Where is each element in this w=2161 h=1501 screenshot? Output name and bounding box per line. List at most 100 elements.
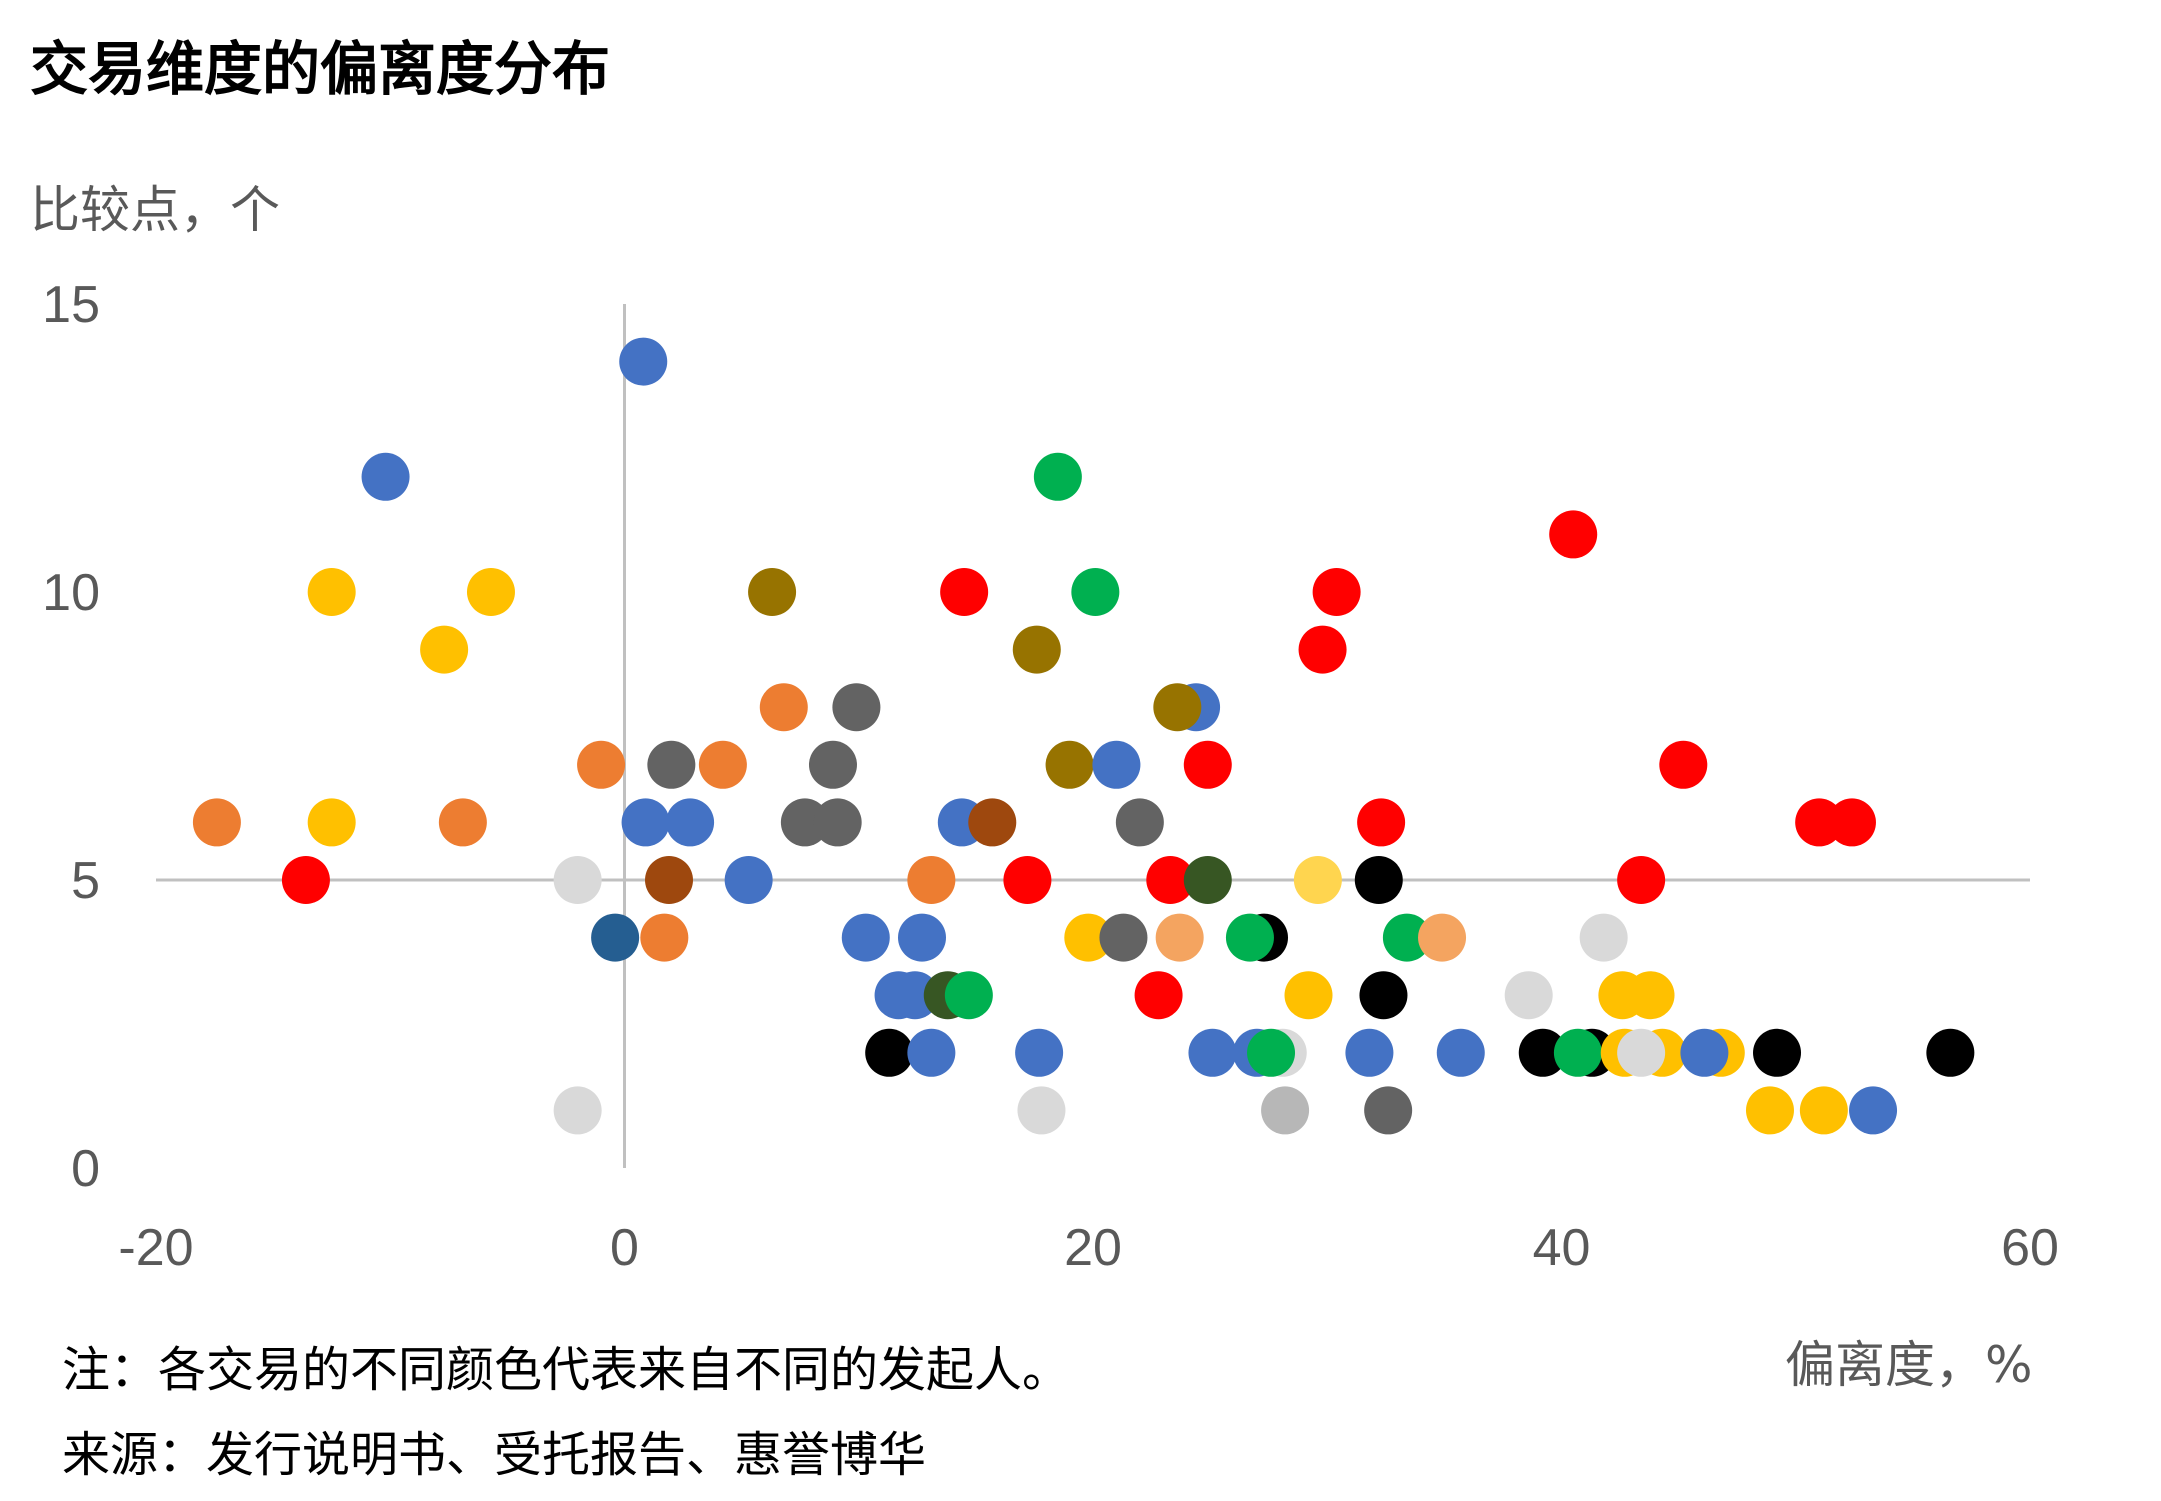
data-point [420,625,469,674]
data-point [907,856,956,904]
y-axis-label: 比较点，个 [30,181,280,239]
data-point [645,856,694,904]
data-point [1680,1028,1729,1077]
data-point [1436,1028,1485,1077]
chart-source: 来源：发行说明书、受托报告、惠誉博华 [62,1427,927,1483]
y-tick-label: 10 [42,564,100,622]
data-point [1382,913,1431,962]
data-point [1183,856,1232,904]
x-tick-label: 40 [1533,1219,1591,1277]
data-point [577,740,626,789]
data-point [1092,740,1141,789]
data-point [438,798,487,847]
data-point [748,568,797,616]
data-point [759,683,808,732]
data-point [1312,568,1361,616]
data-point [808,740,857,789]
data-point [619,337,668,386]
data-point [1799,1086,1848,1135]
x-axis-label: 偏离度，% [1785,1336,2033,1394]
data-point [1617,1028,1666,1077]
data-point [1357,798,1406,847]
data-point [1579,913,1628,962]
data-point [1745,1086,1794,1135]
y-tick-label: 5 [71,852,100,910]
data-point [907,1028,956,1077]
data-point [1153,683,1202,732]
x-tick-label: 20 [1064,1219,1122,1277]
data-point [1345,1028,1394,1077]
data-point [1183,740,1232,789]
data-point [1134,971,1183,1020]
data-point [780,798,829,847]
data-point [944,971,993,1020]
data-point [890,971,939,1020]
data-point [1504,971,1553,1020]
y-tick-label: 0 [71,1140,100,1198]
data-point [897,913,946,962]
data-point [1012,625,1061,674]
data-point [1659,740,1708,789]
data-point [865,1028,914,1077]
data-point [1418,913,1467,962]
data-point [1284,971,1333,1020]
data-point [1753,1028,1802,1077]
data-point [724,856,773,904]
data-point [698,740,747,789]
data-point [466,568,515,616]
data-point [1518,1028,1567,1077]
data-point [1155,913,1204,962]
data-points [192,337,1975,1135]
chart-note: 注：各交易的不同颜色代表来自不同的发起人。 [62,1342,1071,1398]
data-point [841,913,890,962]
data-point [1626,971,1675,1020]
data-point [1364,1086,1413,1135]
data-point [361,452,410,501]
data-point [968,798,1017,847]
data-point [1146,856,1195,904]
data-point [192,798,241,847]
data-point [281,856,330,904]
data-point [1849,1086,1898,1135]
data-point [307,568,356,616]
data-point [1115,798,1164,847]
x-tick-label: 60 [2001,1219,2059,1277]
tick-labels: 0 5 10 15 -20 0 20 40 60 [42,276,2059,1277]
data-point [1617,856,1666,904]
data-point [1188,1028,1237,1077]
data-point [813,798,862,847]
data-point [666,798,715,847]
data-point [647,740,696,789]
data-point [1017,1086,1066,1135]
data-point [307,798,356,847]
data-point [940,568,989,616]
data-point [553,1086,602,1135]
y-tick-label: 15 [42,276,100,334]
data-point [1015,1028,1064,1077]
data-point [1298,625,1347,674]
data-point [1827,798,1876,847]
chart-axes [156,304,2030,1168]
data-point [1261,1086,1310,1135]
data-point [1225,913,1274,962]
data-point [1003,856,1052,904]
data-point [1354,856,1403,904]
data-point [1099,913,1148,962]
data-point [591,913,640,962]
data-point [1926,1028,1975,1077]
data-point [1033,452,1082,501]
data-point [1293,856,1342,904]
data-point [1359,971,1408,1020]
chart-title: 交易维度的偏离度分布 [30,35,611,103]
data-point [832,683,881,732]
x-tick-label: 0 [610,1219,639,1277]
data-point [1071,568,1120,616]
data-point [1064,913,1113,962]
data-point [621,798,670,847]
data-point [640,913,689,962]
data-point [1553,1028,1602,1077]
data-point [1045,740,1094,789]
data-point [1549,510,1598,559]
data-point [1795,798,1844,847]
